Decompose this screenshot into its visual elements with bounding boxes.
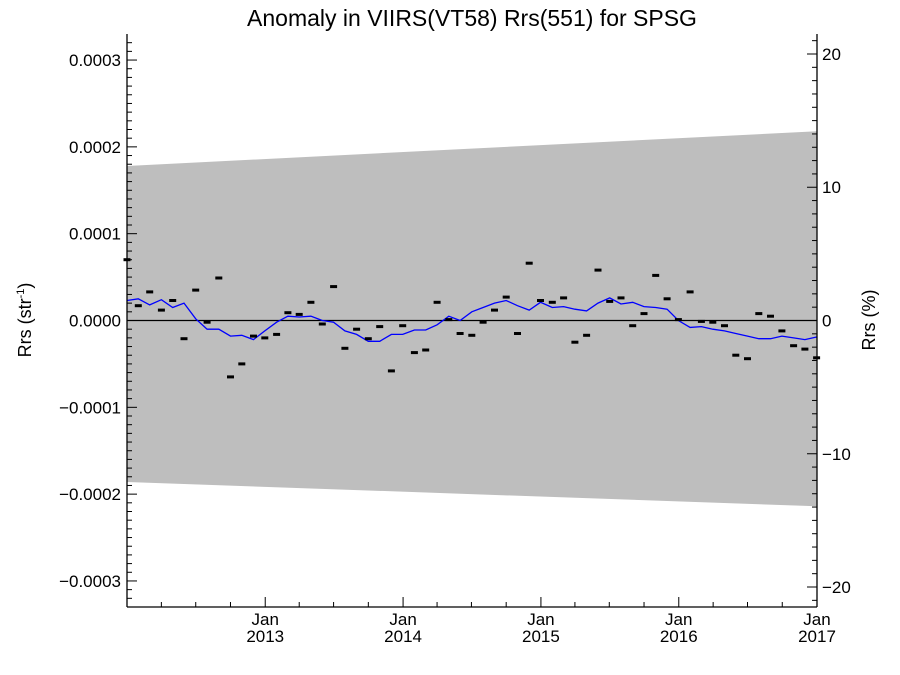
x-tick-month: Jan: [527, 610, 554, 629]
data-point: [640, 312, 648, 316]
uncertainty-band-layer: [127, 131, 817, 507]
data-point: [697, 319, 705, 323]
x-tick-month: Jan: [252, 610, 279, 629]
data-point: [146, 290, 154, 294]
right-tick-label: −10: [822, 445, 851, 464]
data-point: [295, 312, 303, 316]
ticks-layer: 0.0003 0.0002 0.0001 0.0000 −0.0001 −0.0002 −0…: [59, 40, 851, 646]
data-point: [250, 334, 257, 338]
uncertainty-band: [127, 131, 817, 507]
x-tick-year: 2015: [522, 627, 560, 646]
data-point: [192, 288, 200, 292]
data-point: [652, 273, 660, 277]
running-mean-line: [126, 297, 817, 342]
data-point: [468, 333, 476, 337]
left-tick-label: −0.0003: [59, 572, 121, 591]
data-point: [778, 329, 786, 333]
x-tick-month: Jan: [803, 610, 830, 629]
data-point: [433, 300, 441, 304]
data-point: [617, 296, 625, 300]
data-point: [318, 322, 326, 326]
data-point: [261, 336, 269, 340]
data-point: [721, 324, 728, 328]
right-tick-label: −20: [822, 578, 851, 597]
data-point: [629, 324, 637, 328]
data-point: [560, 296, 568, 300]
data-point: [203, 320, 211, 324]
data-point: [479, 320, 487, 324]
data-point: [341, 346, 349, 350]
data-point: [525, 261, 533, 265]
right-tick-label: 10: [822, 178, 841, 197]
data-point: [273, 332, 281, 336]
data-point: [134, 304, 142, 308]
right-tick-label: 20: [822, 45, 841, 64]
data-point: [801, 347, 809, 351]
data-point: [674, 318, 682, 322]
data-point: [445, 318, 453, 322]
data-point: [364, 337, 372, 341]
data-point: [583, 333, 591, 337]
data-point: [307, 300, 315, 304]
x-tick-year: 2016: [660, 627, 698, 646]
data-point: [353, 327, 361, 331]
points-layer: [123, 258, 821, 379]
x-tick-month: Jan: [665, 610, 692, 629]
data-point: [606, 299, 614, 303]
data-point: [548, 300, 556, 304]
data-point: [790, 344, 798, 348]
data-point: [422, 348, 430, 352]
chart-title: Anomaly in VIIRS(VT58) Rrs(551) for SPSG: [247, 5, 697, 31]
y-axis-label-left-sup: -1: [15, 289, 27, 299]
data-point: [169, 299, 177, 302]
x-tick-year: 2013: [246, 627, 284, 646]
running-mean-layer: [126, 297, 817, 342]
data-point: [215, 276, 223, 280]
data-point: [709, 320, 717, 324]
left-tick-label: −0.0002: [59, 485, 121, 504]
data-point: [744, 357, 751, 361]
left-tick-label: 0.0002: [69, 138, 121, 157]
data-point: [755, 312, 763, 316]
left-tick-label: 0.0003: [69, 51, 121, 70]
x-tick-year: 2017: [798, 627, 836, 646]
data-point: [180, 337, 188, 341]
data-point: [456, 332, 464, 335]
left-tick-label: −0.0001: [59, 398, 121, 417]
data-point: [157, 308, 165, 312]
data-point: [767, 314, 774, 318]
data-point: [502, 295, 510, 299]
data-point: [238, 362, 246, 366]
data-point: [491, 308, 498, 312]
data-point: [571, 340, 579, 344]
data-point: [514, 332, 521, 335]
data-point: [227, 375, 234, 379]
data-point: [399, 324, 407, 328]
data-point: [284, 311, 292, 315]
y-axis-label-left-close: ): [15, 283, 35, 289]
data-point: [732, 353, 740, 357]
data-point: [330, 285, 338, 289]
x-tick-year: 2014: [384, 627, 422, 646]
data-point: [537, 299, 544, 302]
data-point: [663, 297, 671, 301]
left-tick-label: 0.0001: [69, 225, 121, 244]
x-tick-month: Jan: [389, 610, 416, 629]
data-point: [594, 268, 602, 272]
data-point: [686, 290, 694, 294]
data-point: [376, 325, 384, 329]
y-axis-label-left: Rrs (str-1): [15, 283, 35, 358]
right-tick-label: 0: [822, 312, 831, 331]
left-tick-label: 0.0000: [69, 312, 121, 331]
y-axis-label-right: Rrs (%): [859, 290, 879, 351]
data-point: [387, 369, 395, 373]
data-point: [410, 351, 418, 355]
y-axis-label-left-main: Rrs (str: [15, 298, 35, 357]
